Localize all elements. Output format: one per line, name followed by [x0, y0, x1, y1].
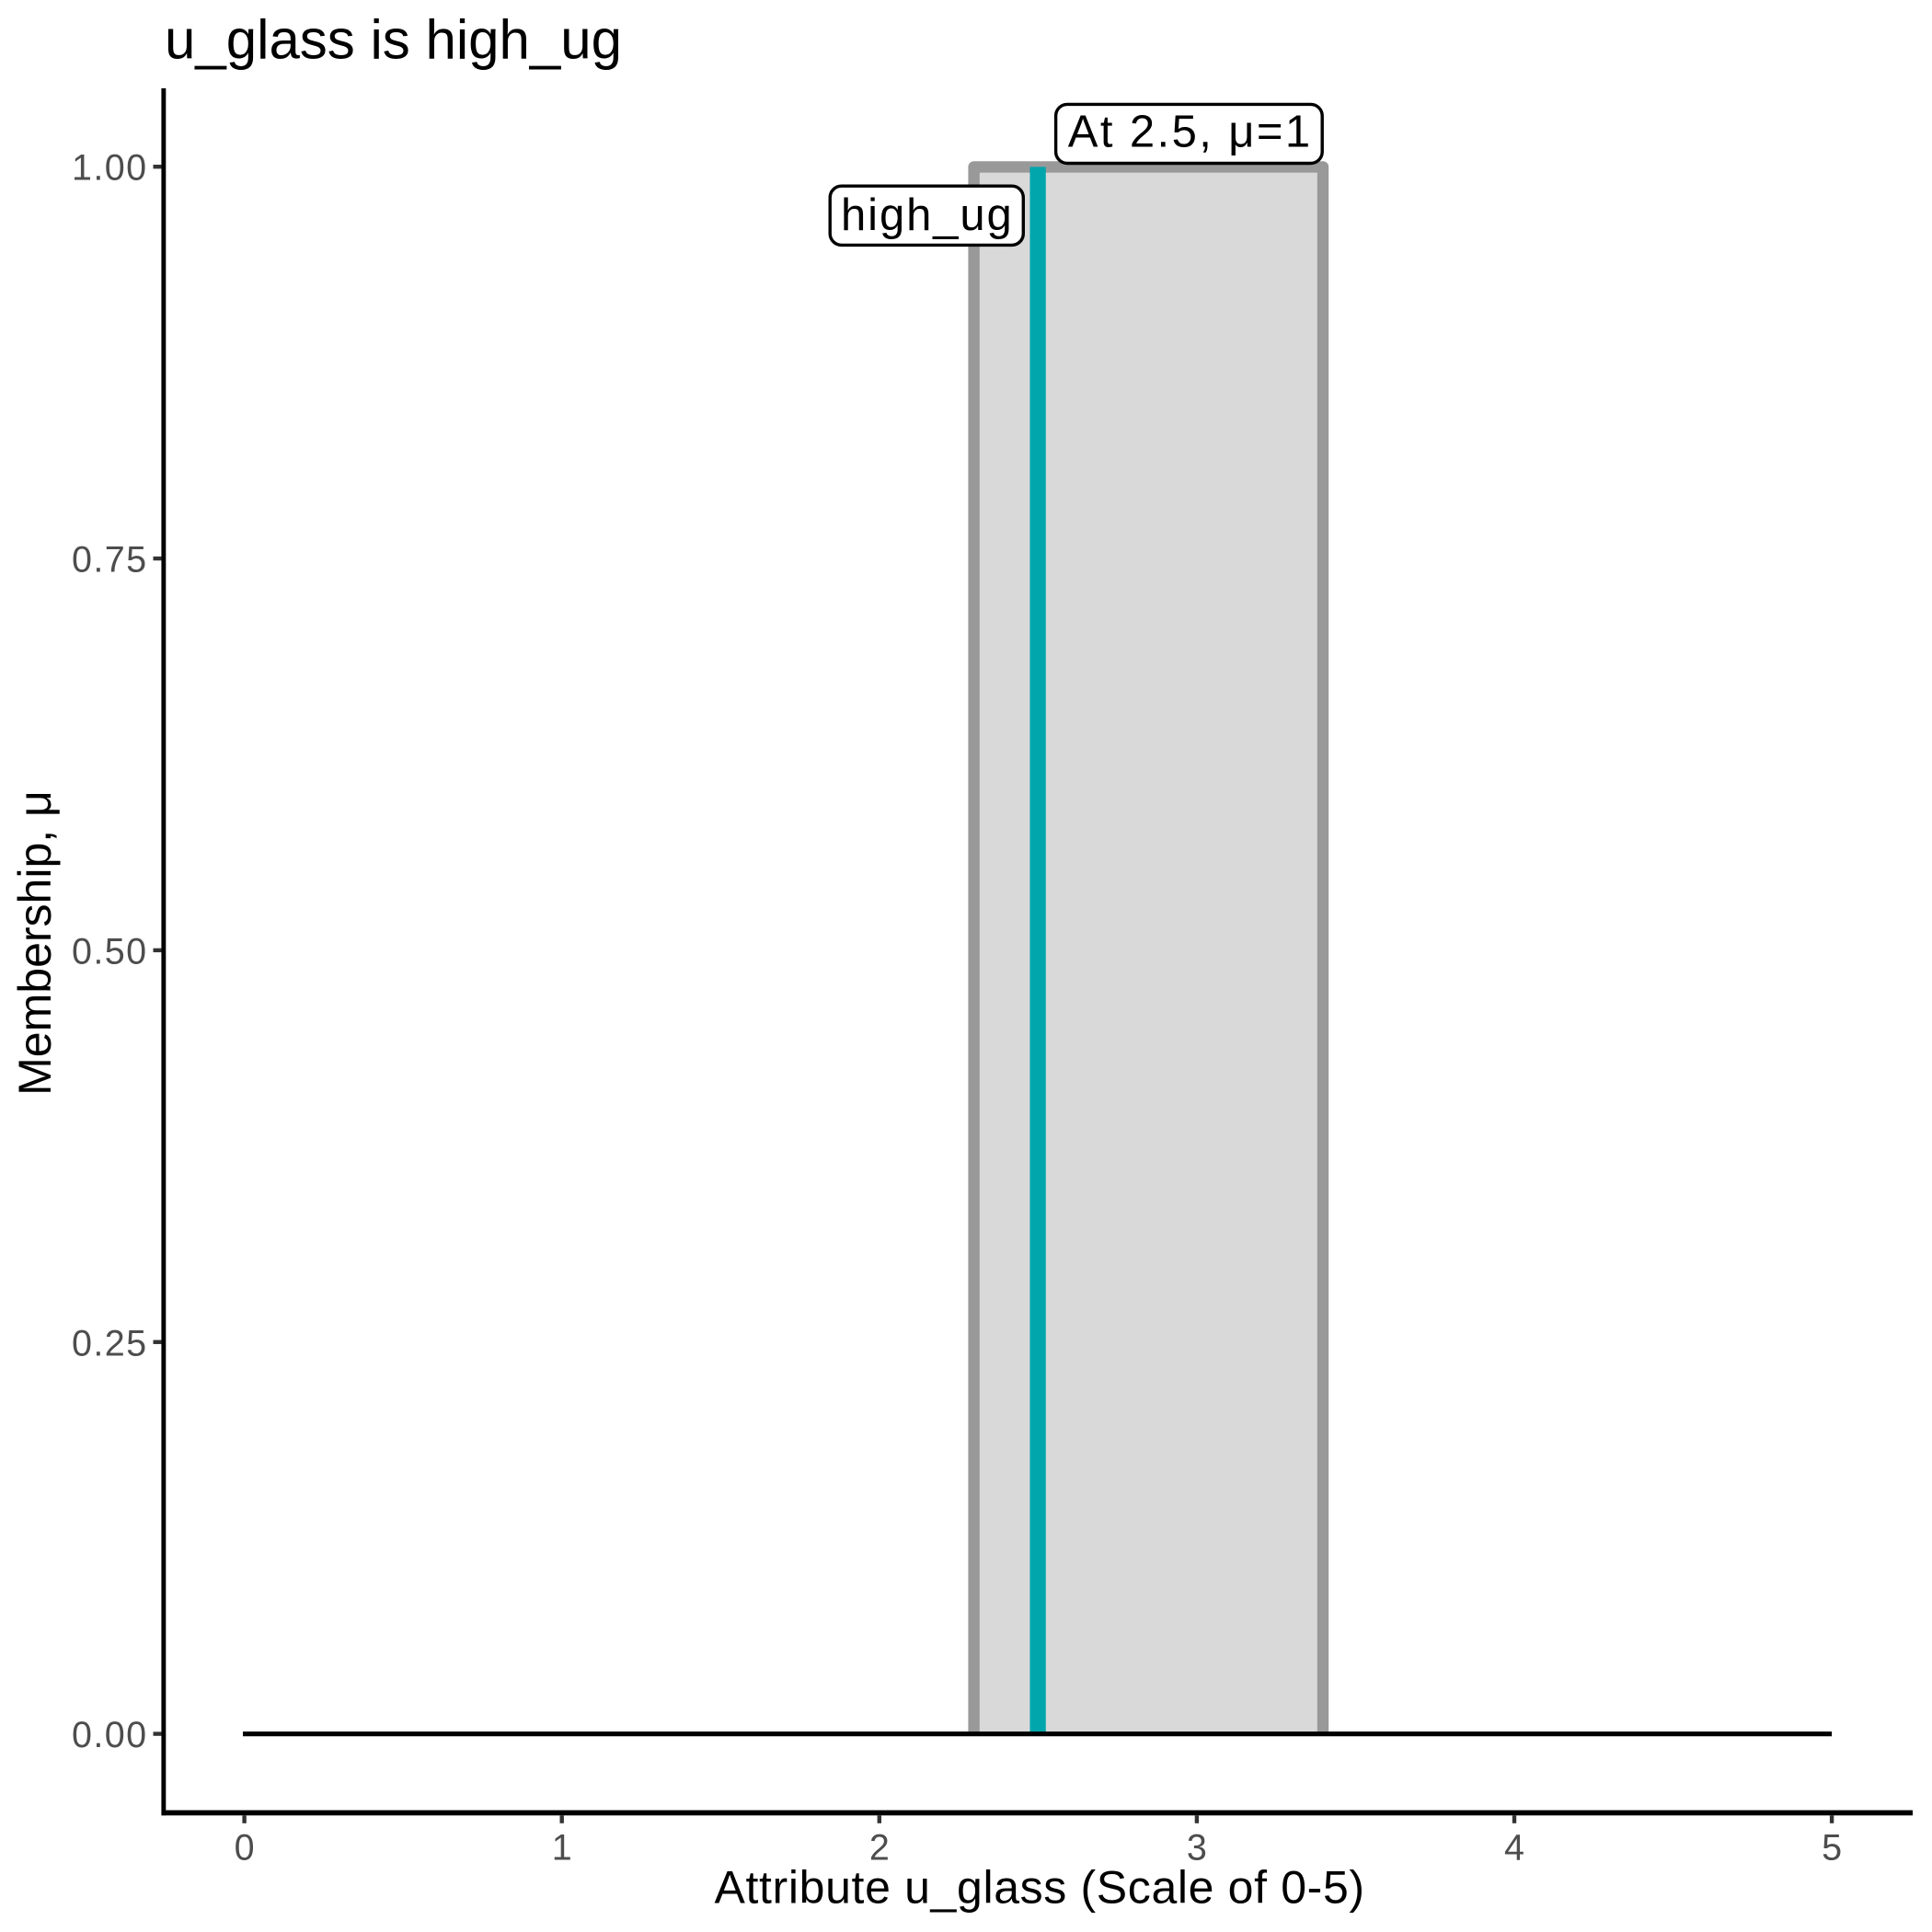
svg-text:Membership, μ: Membership, μ [9, 790, 61, 1096]
svg-text:u_glass is high_ug: u_glass is high_ug [165, 9, 622, 71]
svg-text:0.50: 0.50 [72, 931, 147, 972]
svg-text:0: 0 [235, 1828, 255, 1869]
svg-text:2: 2 [869, 1828, 890, 1869]
svg-text:0.25: 0.25 [72, 1323, 147, 1363]
svg-text:high_ug: high_ug [841, 190, 1014, 240]
svg-text:At 2.5, μ=1: At 2.5, μ=1 [1068, 107, 1313, 156]
svg-text:4: 4 [1504, 1828, 1524, 1869]
svg-text:0.75: 0.75 [72, 540, 147, 581]
svg-text:Attribute u_glass (Scale of 0-: Attribute u_glass (Scale of 0-5) [714, 1862, 1364, 1914]
svg-text:0.00: 0.00 [72, 1715, 147, 1755]
svg-text:1: 1 [552, 1828, 572, 1869]
svg-text:1.00: 1.00 [72, 148, 147, 189]
svg-text:3: 3 [1187, 1828, 1207, 1869]
svg-text:5: 5 [1822, 1828, 1842, 1869]
